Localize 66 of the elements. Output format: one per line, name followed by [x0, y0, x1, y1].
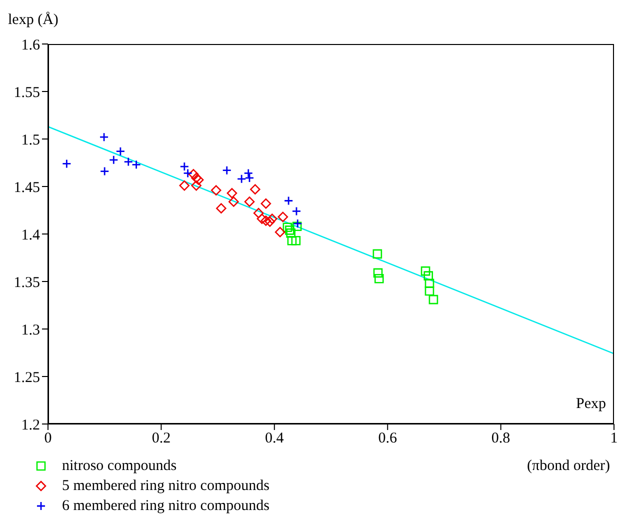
point: [264, 216, 276, 227]
legend-label: nitroso compounds: [62, 457, 177, 476]
point: [236, 174, 246, 184]
point: [291, 236, 301, 246]
point: [260, 216, 272, 226]
point: [62, 159, 72, 168]
x-tick-label: 0.4: [265, 430, 284, 447]
point: [99, 132, 109, 142]
point: [191, 180, 202, 191]
x-axis-title: Pexp: [576, 396, 606, 413]
point: [132, 160, 141, 170]
y-tick-label: 1.3: [21, 322, 40, 338]
point: [282, 222, 292, 232]
x-tick-label: 0: [44, 430, 52, 447]
legend-label: 5 membered ring nitro compounds: [62, 477, 270, 496]
point: [284, 196, 294, 206]
point: [373, 268, 383, 278]
y-tick-label: 1.45: [14, 180, 40, 196]
point: [424, 278, 434, 288]
point: [222, 166, 232, 176]
legend-label: 6 membered ring nitro compounds: [62, 497, 270, 516]
point: [286, 228, 296, 238]
point: [116, 146, 126, 156]
point: [228, 196, 239, 207]
x-tick-label: 0.6: [378, 430, 398, 447]
point: [274, 226, 286, 238]
point: [420, 266, 430, 276]
text: (πbond order): [527, 458, 610, 475]
y-tick-label: 1.6: [21, 37, 40, 54]
y-axis-title: lexp (Å): [8, 12, 58, 29]
point: [179, 180, 190, 191]
x-tick-label: 1: [610, 430, 618, 447]
point: [188, 169, 199, 180]
point: [226, 188, 238, 198]
point: [244, 196, 255, 207]
point: [428, 294, 438, 304]
y-tick-label: 1.2: [21, 417, 40, 434]
point: [374, 274, 384, 284]
x-tick-label: 0.2: [152, 430, 171, 447]
point: [100, 166, 110, 176]
y-tick-label: 1.55: [14, 84, 40, 101]
point: [285, 226, 294, 235]
point: [372, 249, 382, 259]
y-tick-label: 1.35: [14, 274, 40, 291]
point: [278, 212, 288, 222]
point: [266, 214, 278, 224]
y-tick-label: 1.25: [14, 370, 40, 386]
point: [108, 155, 118, 165]
x-tick-label: 0.8: [491, 430, 510, 447]
point: [292, 218, 302, 228]
point: [253, 208, 264, 218]
point: [424, 286, 434, 296]
point: [210, 185, 222, 196]
y-tick-label: 1.5: [21, 132, 40, 148]
point: [260, 198, 272, 209]
point: [287, 236, 297, 246]
point: [193, 174, 204, 185]
point: [292, 206, 302, 216]
point: [124, 157, 134, 166]
point: [424, 271, 433, 280]
point: [292, 222, 302, 232]
point: [191, 172, 202, 184]
point: [216, 203, 226, 214]
point: [250, 184, 260, 194]
point: [256, 214, 268, 224]
y-tick-label: 1.4: [21, 227, 40, 244]
